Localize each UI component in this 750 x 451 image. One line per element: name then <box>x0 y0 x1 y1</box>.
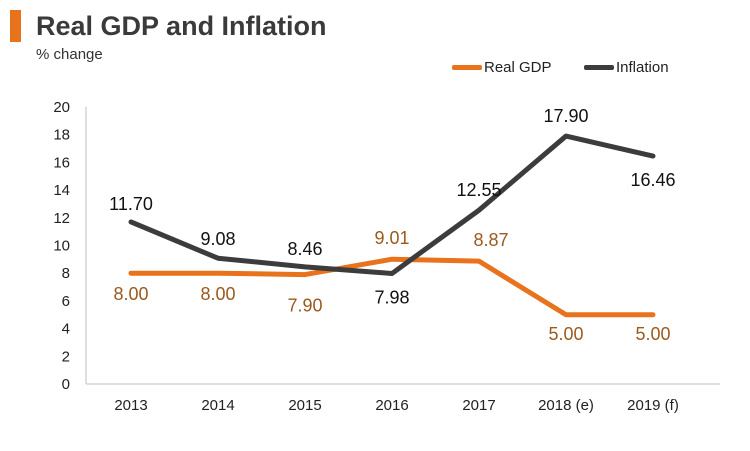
y-tick-label: 12 <box>53 210 70 227</box>
y-tick-label: 18 <box>53 127 70 144</box>
y-tick-label: 10 <box>53 238 70 255</box>
data-label-inflation: 11.70 <box>109 194 153 214</box>
data-label-inflation: 8.46 <box>287 239 322 259</box>
legend-item-real-gdp: Real GDP <box>452 56 552 78</box>
y-tick-label: 0 <box>62 376 70 393</box>
data-label-inflation: 12.55 <box>456 180 501 200</box>
chart-subtitle: % change <box>36 46 103 63</box>
x-tick-label: 2016 <box>375 397 408 414</box>
data-label-real-gdp: 8.00 <box>200 284 235 304</box>
legend-swatch-real-gdp <box>452 64 482 70</box>
data-label-real-gdp: 7.90 <box>287 296 322 316</box>
legend-label-inflation: Inflation <box>616 58 669 76</box>
legend-label-real-gdp: Real GDP <box>484 58 552 76</box>
x-tick-label: 2018 (e) <box>538 397 594 414</box>
data-label-inflation: 7.98 <box>374 287 409 307</box>
data-label-real-gdp: 9.01 <box>374 228 409 248</box>
y-tick-label: 4 <box>62 321 70 338</box>
y-tick-label: 8 <box>62 265 70 282</box>
y-tick-label: 16 <box>53 154 70 171</box>
x-tick-label: 2014 <box>201 397 234 414</box>
title-accent-bar <box>10 10 21 42</box>
x-tick-label: 2015 <box>288 397 321 414</box>
legend-swatch-inflation <box>584 64 614 70</box>
series-line-real-gdp <box>128 256 656 318</box>
data-label-real-gdp: 8.87 <box>473 230 508 250</box>
y-tick-label: 6 <box>62 293 70 310</box>
data-label-inflation: 17.90 <box>543 106 588 126</box>
x-tick-label: 2017 <box>462 397 495 414</box>
legend-item-inflation: Inflation <box>584 56 669 78</box>
series-line-inflation <box>128 133 656 276</box>
y-tick-label: 14 <box>53 182 70 199</box>
x-tick-label: 2019 (f) <box>627 397 679 414</box>
data-label-real-gdp: 5.00 <box>548 324 583 344</box>
data-label-inflation: 9.08 <box>200 229 235 249</box>
x-tick-label: 2013 <box>114 397 147 414</box>
legend: Real GDP Inflation <box>452 56 742 78</box>
y-tick-label: 20 <box>53 99 70 116</box>
chart-title: Real GDP and Inflation <box>36 11 327 41</box>
y-tick-label: 2 <box>62 348 70 365</box>
data-label-real-gdp: 5.00 <box>635 324 670 344</box>
data-label-inflation: 16.46 <box>630 170 675 190</box>
data-label-real-gdp: 8.00 <box>113 284 148 304</box>
